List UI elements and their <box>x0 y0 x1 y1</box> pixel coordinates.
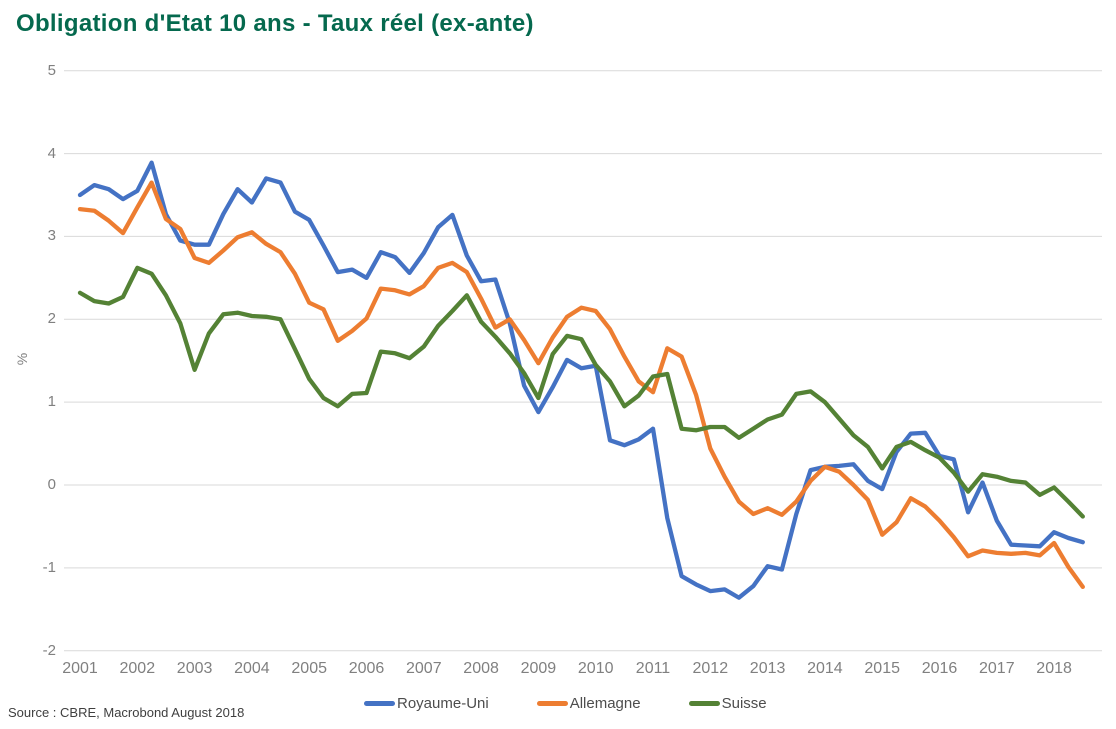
x-tick-label: 2003 <box>176 660 213 677</box>
source-note: Source : CBRE, Macrobond August 2018 <box>8 705 245 720</box>
legend-item-suisse: Suisse <box>688 695 767 712</box>
legend-label: Royaume-Uni <box>397 695 489 712</box>
x-tick-label: 2012 <box>692 660 729 677</box>
y-tick-label: 2 <box>47 310 56 328</box>
legend: Royaume-Uni Allemagne Suisse <box>364 695 767 712</box>
chart-title: Obligation d'Etat 10 ans - Taux réel (ex… <box>16 10 534 37</box>
x-tick-label: 2011 <box>635 660 671 677</box>
x-tick-label: 2014 <box>807 660 843 677</box>
x-tick-label: 2015 <box>864 660 900 677</box>
y-tick-label: 5 <box>47 61 56 79</box>
legend-label: Allemagne <box>569 695 641 712</box>
x-tick-label: 2008 <box>463 660 499 677</box>
x-tick-label: 2006 <box>348 660 385 677</box>
x-tick-label: 2004 <box>234 660 270 677</box>
legend-item-royaume-uni: Royaume-Uni <box>364 695 489 712</box>
series-line-allemagne <box>77 180 1085 590</box>
y-tick-label: 0 <box>47 476 56 493</box>
legend-swatch <box>536 701 568 706</box>
x-tick-label: 2017 <box>979 660 1015 677</box>
x-tick-label: 2010 <box>577 660 614 677</box>
legend-swatch <box>688 701 720 706</box>
series-line-suisse <box>77 265 1085 519</box>
y-tick-label: 3 <box>47 227 56 245</box>
y-tick-label: -1 <box>42 558 56 576</box>
x-tick-label: 2001 <box>62 660 98 677</box>
x-tick-label: 2002 <box>119 660 156 677</box>
y-tick-label: 4 <box>47 144 56 162</box>
legend-item-allemagne: Allemagne <box>536 695 641 712</box>
y-tick-label: -2 <box>42 641 56 659</box>
y-axis-label: % <box>14 352 31 366</box>
x-tick-label: 2016 <box>921 660 958 677</box>
x-tick-label: 2007 <box>406 660 442 677</box>
y-tick-label: 1 <box>47 393 56 411</box>
x-tick-label: 2009 <box>520 660 557 677</box>
x-tick-label: 2005 <box>291 660 327 677</box>
series-line-royaume-uni <box>77 160 1085 600</box>
legend-swatch <box>364 701 395 706</box>
x-tick-label: 2013 <box>749 660 786 677</box>
legend-label: Suisse <box>721 695 767 712</box>
x-tick-label: 2018 <box>1036 660 1072 677</box>
